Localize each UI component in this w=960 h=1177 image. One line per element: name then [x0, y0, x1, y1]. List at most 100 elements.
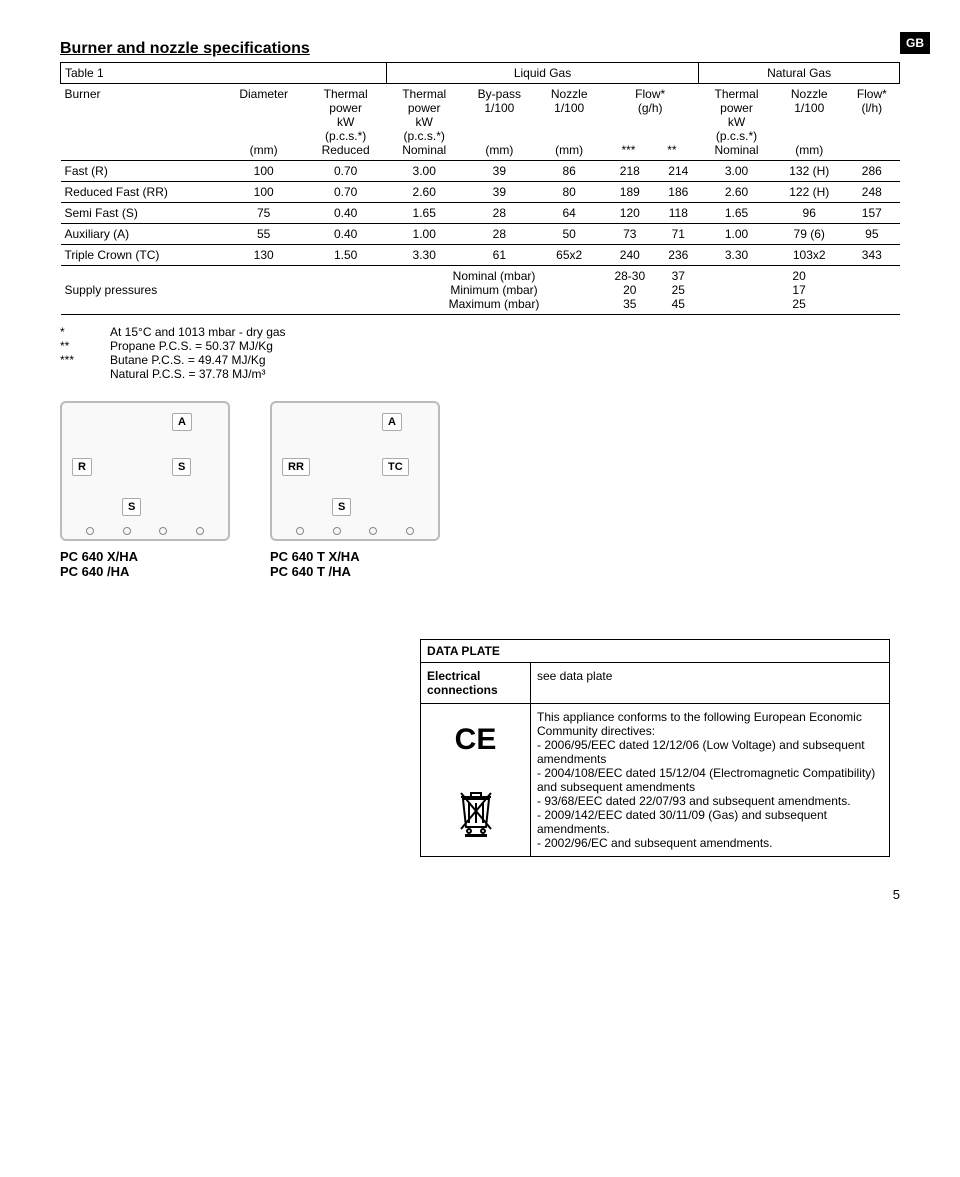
table-cell: 120: [602, 203, 658, 224]
hdr-text: (l/h): [861, 101, 882, 115]
supply-val: 25: [792, 297, 805, 311]
col-flow-liquid: Flow* (g/h) *** **: [602, 84, 699, 161]
col-bypass: By-pass 1/100 (mm): [462, 84, 537, 161]
table-cell: 1.00: [386, 224, 462, 245]
language-tag: GB: [900, 32, 930, 54]
table-cell: 100: [222, 182, 304, 203]
weee-bin-icon: [457, 789, 495, 837]
model-label: PC 640 /HA: [60, 564, 230, 579]
hob-diagram: ARSS: [60, 401, 230, 541]
table-row: Triple Crown (TC)1301.503.306165x2240236…: [61, 245, 900, 266]
table-cell: 189: [602, 182, 658, 203]
hdr-text: Flow*: [635, 87, 665, 101]
burner-label: RR: [282, 458, 310, 476]
hdr-text: 1/100: [484, 101, 514, 115]
hdr-text: (mm): [795, 143, 823, 157]
table-cell: 39: [462, 182, 537, 203]
knob-icon: [159, 527, 167, 535]
hdr-text: Flow*: [857, 87, 887, 101]
table-cell: 3.30: [386, 245, 462, 266]
supply-val: 35: [623, 297, 636, 311]
hdr-text: ***: [608, 143, 648, 157]
footnote-text: At 15°C and 1013 mbar - dry gas: [110, 325, 286, 339]
table-cell: 2.60: [386, 182, 462, 203]
footnote-row: ***Butane P.C.S. = 49.47 MJ/Kg: [60, 353, 900, 367]
supply-lines: Nominal (mbar) Minimum (mbar) Maximum (m…: [386, 266, 601, 315]
table-cell: 122 (H): [774, 182, 844, 203]
table-cell: 61: [462, 245, 537, 266]
table-label: Table 1: [61, 63, 387, 84]
table-row: Fast (R)1000.703.0039862182143.00132 (H)…: [61, 161, 900, 182]
table-cell: Triple Crown (TC): [61, 245, 223, 266]
table-cell: 95: [844, 224, 899, 245]
hdr-text: 1/100: [554, 101, 584, 115]
hdr-text: (mm): [250, 143, 278, 157]
model-label: PC 640 T /HA: [270, 564, 440, 579]
group-natural: Natural Gas: [699, 63, 900, 84]
model-label: PC 640 X/HA: [60, 549, 230, 564]
table-cell: 1.65: [699, 203, 775, 224]
supply-row: Supply pressures Nominal (mbar) Minimum …: [61, 266, 900, 315]
table-cell: 118: [658, 203, 699, 224]
hdr-text: (mm): [485, 143, 513, 157]
hdr-text: kW: [416, 115, 433, 129]
table-cell: 100: [222, 161, 304, 182]
table-cell: 103x2: [774, 245, 844, 266]
supply-line: Minimum (mbar): [450, 283, 537, 297]
burner-label: A: [382, 413, 402, 431]
table-cell: Reduced Fast (RR): [61, 182, 223, 203]
table-cell: Fast (R): [61, 161, 223, 182]
knob-icon: [123, 527, 131, 535]
supply-val: 28-30: [614, 269, 645, 283]
hdr-text: Thermal: [324, 87, 368, 101]
knob-icon: [296, 527, 304, 535]
knob-icon: [86, 527, 94, 535]
table-cell: 1.00: [699, 224, 775, 245]
hdr-text: **: [652, 143, 692, 157]
hdr-text: (p.c.s.*): [404, 129, 445, 143]
footnote-symbol: ***: [60, 353, 110, 367]
table-row: Auxiliary (A)550.401.00285073711.0079 (6…: [61, 224, 900, 245]
knob-row: [282, 527, 428, 535]
col-tp-reduced: Thermal power kW (p.c.s.*) Reduced: [305, 84, 387, 161]
hdr-text: (p.c.s.*): [325, 129, 366, 143]
supply-col2: 37 25 45: [658, 266, 699, 315]
table-cell: 3.00: [386, 161, 462, 182]
knob-icon: [196, 527, 204, 535]
hdr-text: power: [408, 101, 441, 115]
table-cell: 64: [537, 203, 602, 224]
footnote-text: Propane P.C.S. = 50.37 MJ/Kg: [110, 339, 273, 353]
hob-diagrams: ARSSPC 640 X/HAPC 640 /HAARRTCSPC 640 T …: [60, 401, 900, 579]
knob-icon: [369, 527, 377, 535]
table-cell: 240: [602, 245, 658, 266]
page-title: Burner and nozzle specifications: [60, 40, 900, 58]
table-cell: Auxiliary (A): [61, 224, 223, 245]
table-cell: 3.00: [699, 161, 775, 182]
hdr-text: (mm): [555, 143, 583, 157]
col-burner-label: Burner: [65, 87, 101, 101]
table-cell: 0.40: [305, 224, 387, 245]
supply-col1: 28-30 20 35: [602, 266, 658, 315]
table-cell: 55: [222, 224, 304, 245]
table-cell: 214: [658, 161, 699, 182]
electrical-value: see data plate: [531, 663, 889, 703]
table-cell: 71: [658, 224, 699, 245]
hdr-text: Nozzle: [551, 87, 588, 101]
col-flow-natural: Flow* (l/h): [844, 84, 899, 161]
table-cell: 236: [658, 245, 699, 266]
table-cell: 79 (6): [774, 224, 844, 245]
hdr-text: Thermal: [402, 87, 446, 101]
supply-val: 20: [792, 269, 805, 283]
table-cell: Semi Fast (S): [61, 203, 223, 224]
table-cell: 1.50: [305, 245, 387, 266]
hdr-text: Nominal: [715, 143, 759, 157]
electrical-label: Electrical connections: [421, 663, 531, 703]
burner-label: TC: [382, 458, 409, 476]
supply-line: Maximum (mbar): [449, 297, 540, 311]
data-plate-title: DATA PLATE: [421, 640, 889, 663]
table-cell: 218: [602, 161, 658, 182]
compliance-icons: CE: [421, 704, 531, 856]
table-cell: 28: [462, 224, 537, 245]
footnote-text: Natural P.C.S. = 37.78 MJ/m³: [110, 367, 266, 381]
burner-label: A: [172, 413, 192, 431]
